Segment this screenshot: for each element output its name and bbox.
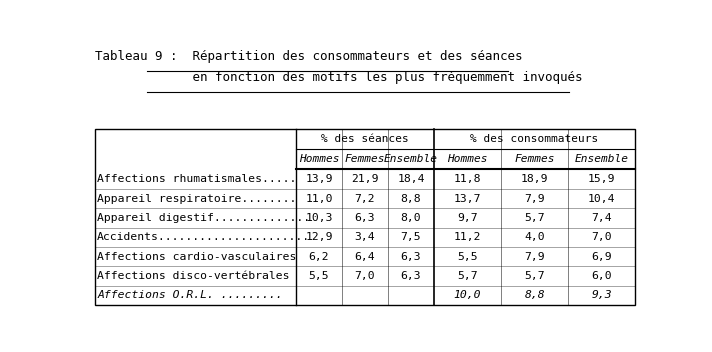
Text: Hommes: Hommes	[447, 155, 488, 164]
Text: 7,9: 7,9	[524, 252, 545, 262]
Text: Accidents......................: Accidents......................	[98, 232, 310, 242]
Text: 6,0: 6,0	[592, 271, 612, 281]
Text: 10,4: 10,4	[588, 194, 615, 203]
Text: Affections cardio-vasculaires: Affections cardio-vasculaires	[98, 252, 297, 262]
Text: Hommes: Hommes	[298, 155, 339, 164]
Text: Appareil digestif..............: Appareil digestif..............	[98, 213, 310, 223]
Text: 11,2: 11,2	[454, 232, 481, 242]
Text: 8,8: 8,8	[524, 290, 545, 301]
Text: Femmes: Femmes	[345, 155, 385, 164]
Text: 6,3: 6,3	[355, 213, 375, 223]
Text: 5,7: 5,7	[524, 213, 545, 223]
Text: % des séances: % des séances	[321, 134, 409, 144]
Text: 18,9: 18,9	[521, 174, 548, 184]
Text: 9,3: 9,3	[592, 290, 612, 301]
Text: 7,0: 7,0	[592, 232, 612, 242]
Text: 11,0: 11,0	[305, 194, 333, 203]
Text: 13,9: 13,9	[305, 174, 333, 184]
Text: 9,7: 9,7	[457, 213, 478, 223]
Text: 5,5: 5,5	[308, 271, 329, 281]
Bar	[95, 129, 635, 305]
Text: 5,7: 5,7	[524, 271, 545, 281]
Text: 13,7: 13,7	[454, 194, 481, 203]
Text: Tableau 9 :  Répartition des consommateurs et des séances: Tableau 9 : Répartition des consommateur…	[95, 50, 522, 63]
Text: 8,8: 8,8	[401, 194, 422, 203]
Text: Affections rhumatismales.....: Affections rhumatismales.....	[98, 174, 297, 184]
Text: Affections disco-vertébrales: Affections disco-vertébrales	[98, 271, 290, 281]
Text: 7,0: 7,0	[355, 271, 375, 281]
Text: 7,9: 7,9	[524, 194, 545, 203]
Text: 6,9: 6,9	[592, 252, 612, 262]
Text: 7,5: 7,5	[401, 232, 422, 242]
Text: 7,2: 7,2	[355, 194, 375, 203]
Text: 6,4: 6,4	[355, 252, 375, 262]
Text: 6,2: 6,2	[308, 252, 329, 262]
Text: 18,4: 18,4	[397, 174, 424, 184]
Text: % des consommateurs: % des consommateurs	[471, 134, 599, 144]
Text: Affections O.R.L. .........: Affections O.R.L. .........	[98, 290, 283, 301]
Text: 6,3: 6,3	[401, 271, 422, 281]
Text: 11,8: 11,8	[454, 174, 481, 184]
Text: 21,9: 21,9	[351, 174, 379, 184]
Text: 3,4: 3,4	[355, 232, 375, 242]
Text: en fonction des motifs les plus fréquemment invoqués: en fonction des motifs les plus fréquemm…	[95, 71, 582, 84]
Text: 12,9: 12,9	[305, 232, 333, 242]
Text: Appareil respiratoire........: Appareil respiratoire........	[98, 194, 297, 203]
Text: 5,5: 5,5	[457, 252, 478, 262]
Text: 8,0: 8,0	[401, 213, 422, 223]
Text: 7,4: 7,4	[592, 213, 612, 223]
Text: 6,3: 6,3	[401, 252, 422, 262]
Text: Ensemble: Ensemble	[384, 155, 438, 164]
Text: 5,7: 5,7	[457, 271, 478, 281]
Text: 4,0: 4,0	[524, 232, 545, 242]
Text: 10,3: 10,3	[305, 213, 333, 223]
Text: Femmes: Femmes	[514, 155, 555, 164]
Text: Ensemble: Ensemble	[575, 155, 629, 164]
Text: 15,9: 15,9	[588, 174, 615, 184]
Text: 10,0: 10,0	[454, 290, 481, 301]
